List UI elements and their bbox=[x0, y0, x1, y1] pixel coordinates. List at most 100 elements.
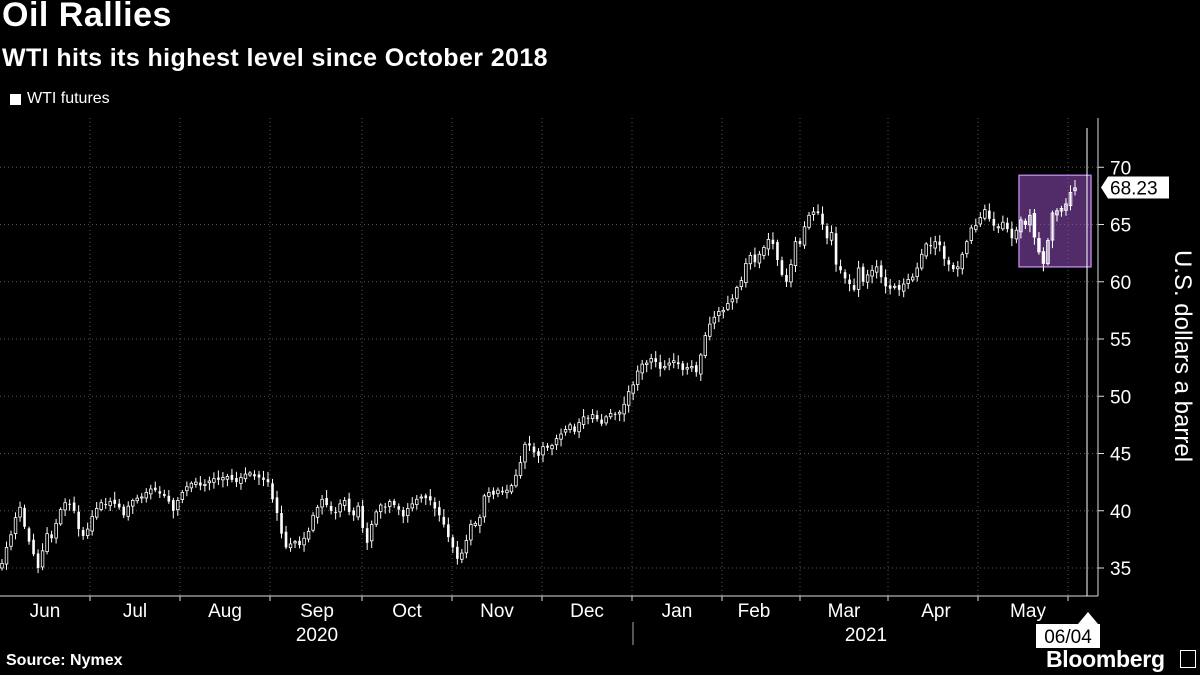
candle-body bbox=[626, 391, 631, 406]
candle-body bbox=[163, 493, 166, 496]
candle-body bbox=[108, 501, 112, 506]
y-tick-label: 65 bbox=[1110, 216, 1131, 237]
candle-body bbox=[153, 487, 157, 491]
candle-body bbox=[1006, 222, 1009, 230]
chart-legend: WTI futures bbox=[10, 90, 110, 108]
candle-body bbox=[90, 516, 94, 532]
candle-body bbox=[780, 260, 784, 275]
candle-body bbox=[590, 414, 595, 420]
y-tick-label: 70 bbox=[1110, 158, 1131, 179]
candle-body bbox=[663, 366, 667, 369]
candle-body bbox=[613, 413, 617, 415]
candle-body bbox=[1019, 219, 1023, 233]
candle-body bbox=[243, 473, 248, 480]
candle-body bbox=[1014, 229, 1019, 240]
x-month-label: Apr bbox=[921, 601, 951, 622]
candle-body bbox=[456, 546, 459, 559]
candle-body bbox=[649, 358, 653, 363]
candle-body bbox=[266, 479, 270, 483]
source-note: Source: Nymex bbox=[6, 652, 123, 669]
candle-body bbox=[735, 287, 739, 299]
y-tick-label: 55 bbox=[1110, 330, 1131, 351]
candle-body bbox=[27, 528, 31, 542]
candle-body bbox=[924, 243, 928, 257]
candle-body bbox=[834, 233, 838, 265]
candle-body bbox=[748, 255, 753, 265]
candle-body bbox=[401, 510, 405, 517]
candle-body bbox=[848, 279, 851, 285]
candle-body bbox=[325, 497, 328, 506]
candle-body bbox=[829, 232, 834, 241]
candle-body bbox=[302, 537, 306, 546]
candle-body bbox=[974, 225, 978, 230]
candle-body bbox=[320, 498, 324, 508]
candle-body bbox=[1032, 213, 1037, 238]
candle-body bbox=[694, 365, 698, 373]
candle-body bbox=[654, 358, 658, 362]
candle-body bbox=[933, 241, 937, 249]
candle-body bbox=[293, 541, 297, 544]
candle-body bbox=[397, 506, 401, 510]
candle-body bbox=[546, 445, 549, 448]
candle-body bbox=[1010, 228, 1014, 239]
candle-body bbox=[645, 362, 649, 365]
candle-body bbox=[262, 477, 265, 480]
candle-body bbox=[717, 311, 721, 317]
candle-body bbox=[473, 522, 478, 526]
candle-body bbox=[131, 500, 135, 507]
candle-body bbox=[356, 505, 360, 518]
candle-body bbox=[699, 354, 703, 375]
last-value-callout bbox=[1101, 176, 1169, 199]
candle-body bbox=[257, 474, 261, 478]
candle-body bbox=[518, 462, 523, 476]
candle-body bbox=[230, 474, 234, 480]
candle-body bbox=[816, 211, 820, 214]
candle-body bbox=[753, 254, 757, 263]
candle-body bbox=[40, 550, 45, 568]
candle-body bbox=[888, 285, 892, 289]
candle-body bbox=[708, 323, 712, 337]
x-month-label: Aug bbox=[208, 601, 242, 622]
candle-body bbox=[428, 496, 432, 501]
candle-body bbox=[172, 500, 175, 511]
candle-body bbox=[451, 537, 455, 548]
candle-body bbox=[374, 511, 378, 525]
candle-body bbox=[438, 507, 441, 516]
candle-body bbox=[81, 529, 85, 536]
y-axis-title: U.S. dollars a barrel bbox=[1169, 250, 1196, 462]
candle-body bbox=[280, 513, 283, 534]
candle-body bbox=[568, 424, 572, 430]
candle-body bbox=[951, 264, 955, 270]
candle-body bbox=[117, 503, 121, 508]
candle-body bbox=[442, 516, 446, 525]
candle-body bbox=[122, 506, 126, 516]
candle-body bbox=[766, 238, 771, 250]
candle-body bbox=[1028, 214, 1032, 226]
x-month-label: Jun bbox=[30, 601, 61, 622]
candle-body bbox=[617, 411, 622, 415]
candle-body bbox=[703, 335, 708, 357]
brand-box-icon bbox=[1180, 650, 1196, 668]
candle-body bbox=[207, 480, 212, 484]
candle-body bbox=[482, 495, 487, 518]
candle-body bbox=[253, 474, 256, 477]
candle-body bbox=[361, 505, 364, 528]
candle-body bbox=[447, 524, 450, 538]
candle-body bbox=[573, 426, 576, 432]
candle-body bbox=[469, 524, 473, 541]
candle-body bbox=[514, 474, 518, 487]
candle-body bbox=[149, 488, 153, 495]
candle-body bbox=[901, 283, 906, 292]
candle-body bbox=[239, 477, 243, 484]
chart-subtitle: WTI hits its highest level since October… bbox=[2, 44, 548, 72]
candle-body bbox=[199, 482, 202, 486]
candle-body bbox=[969, 227, 974, 241]
candle-body bbox=[365, 528, 369, 543]
legend-label: WTI futures bbox=[27, 90, 110, 107]
x-month-label: Dec bbox=[570, 601, 604, 622]
candle-body bbox=[537, 451, 540, 456]
candle-body bbox=[897, 285, 901, 290]
candle-body bbox=[595, 414, 599, 420]
candle-body bbox=[681, 363, 685, 370]
